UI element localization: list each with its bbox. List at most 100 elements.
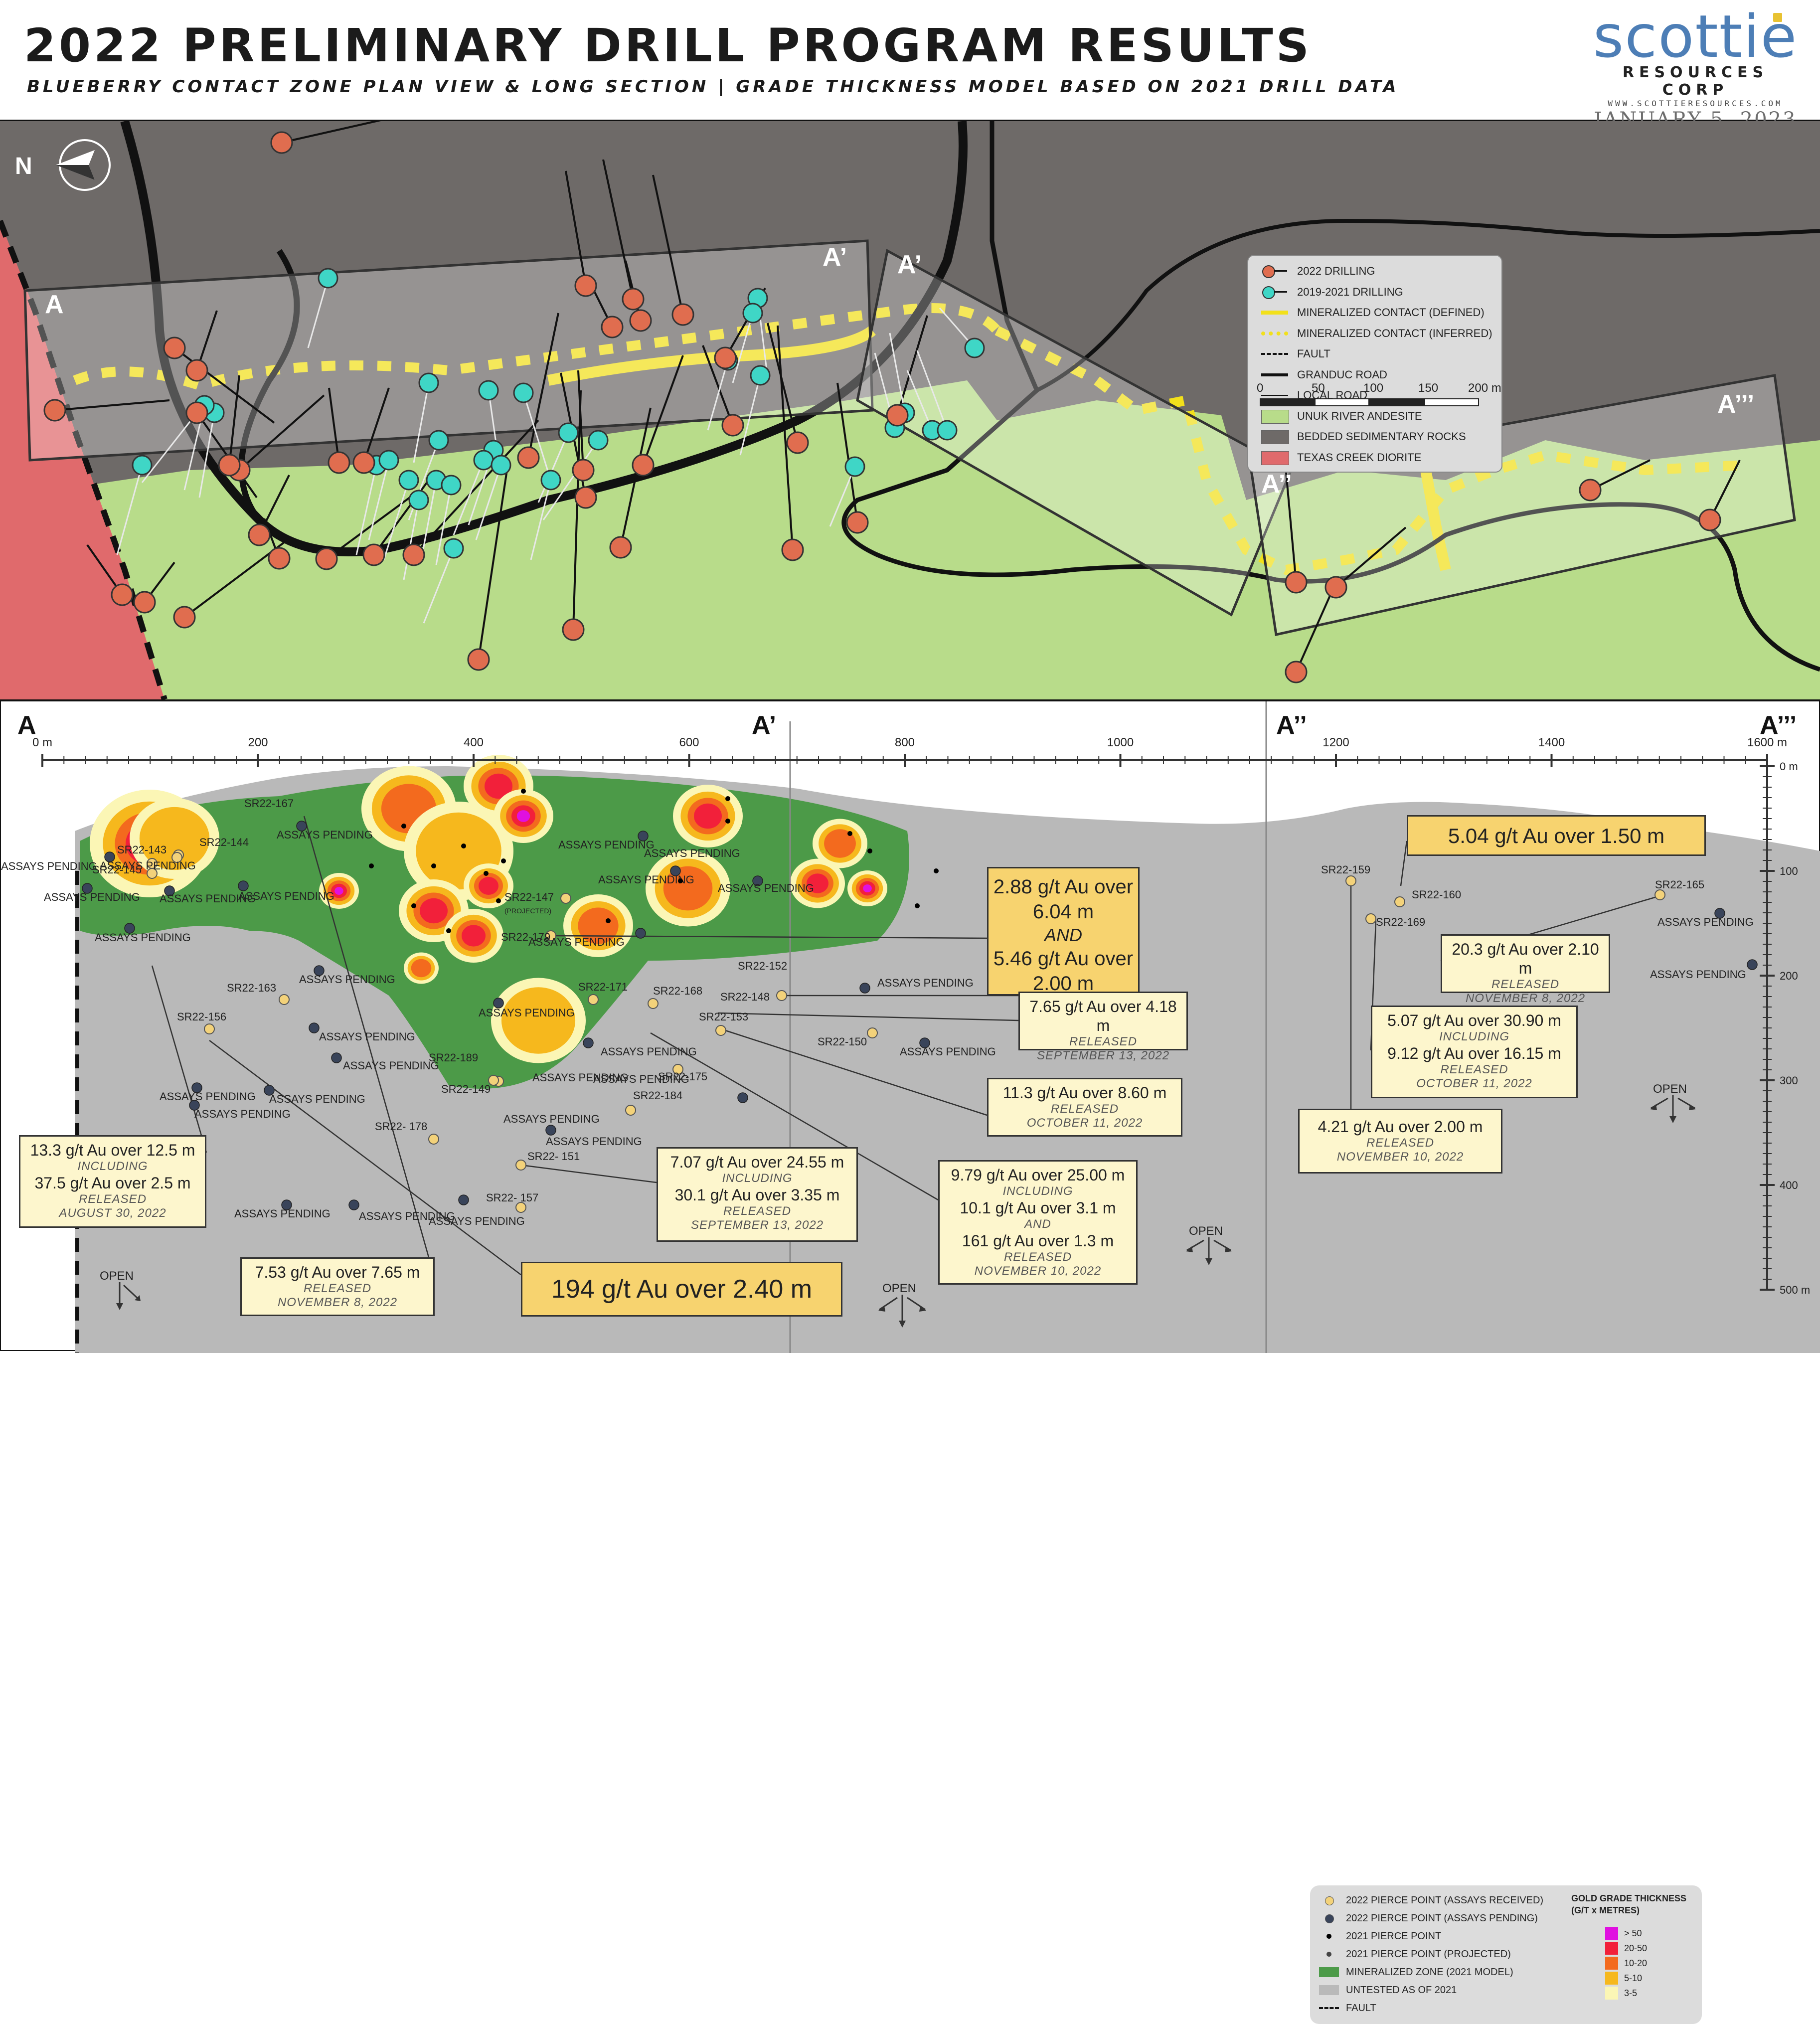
callout-7-53-r: RELEASED [303, 1282, 372, 1295]
section-legend-label: 2021 PIERCE POINT [1346, 1930, 1442, 1942]
drill-trace-historic [739, 375, 761, 456]
assays-pending-label: ASSAYS PENDING [877, 977, 974, 989]
collar-2019-2021-icon [588, 430, 609, 451]
assays-pending-label: ASSAYS PENDING [359, 1210, 455, 1222]
collar-2022-icon [43, 399, 66, 422]
section-legend-item: 2022 PIERCE POINT (ASSAYS RECEIVED) [1319, 1892, 1543, 1908]
hole-label: SR22-184 [633, 1089, 682, 1102]
collar-2022-icon [601, 316, 624, 338]
callout-leaders [151, 816, 1660, 1275]
pierce-point-pending-icon [493, 998, 504, 1009]
assays-pending-label: ASSAYS PENDING [44, 891, 140, 903]
depth-axis-ticks: 0 m 100 200 300 400 500 m [1760, 760, 1810, 1296]
collar-2022-icon [721, 414, 744, 437]
hole-label: SR22- 157 [486, 1191, 538, 1204]
collar-2019-2021-icon [750, 365, 771, 386]
grade-class-label: 20-50 [1624, 1943, 1648, 1953]
open-arrow-icon [878, 1295, 926, 1328]
callout-13-3-r: RELEASED [78, 1192, 147, 1206]
callout-9-79-l2: 10.1 g/t Au over 3.1 m [960, 1199, 1116, 1217]
drill-trace-historic [475, 465, 502, 540]
plan-legend-dashed-line-icon [1261, 346, 1289, 361]
callout-9-79: 9.79 g/t Au over 25.00 m INCLUDING 10.1 … [938, 1160, 1138, 1285]
callout-9-79-r: RELEASED [1003, 1250, 1072, 1264]
pierce-point-received-icon [1394, 896, 1405, 907]
grade-contour [807, 873, 828, 893]
pierce-point-pending-icon [238, 880, 249, 891]
callout-194-l1: 194 g/t Au over 2.40 m [551, 1275, 813, 1304]
collar-2022-icon [1285, 571, 1308, 594]
pierce-point-pending-icon [348, 1199, 359, 1210]
drill-trace-2022 [652, 174, 684, 315]
grade-class-item: 3-5 [1605, 1985, 1637, 2001]
header: 2022 PRELIMINARY DRILL PROGRAM RESULTS B… [0, 0, 1820, 131]
pierce-point-pending-icon [82, 883, 93, 894]
drill-trace-historic [542, 440, 599, 520]
grade-class-item: > 50 [1605, 1925, 1642, 1941]
pierce-point-received-icon [715, 1025, 726, 1036]
pierce-point-received-icon [515, 1160, 526, 1171]
callout-11-3-l1: 11.3 g/t Au over 8.60 m [1002, 1084, 1167, 1102]
callout-7-07: 7.07 g/t Au over 24.55 m INCLUDING 30.1 … [657, 1147, 858, 1242]
drill-trace-historic [829, 466, 856, 527]
scale-tick-50: 50 [1312, 381, 1325, 395]
grade-contour [420, 898, 448, 924]
plan-legend-item: GRANDUC ROAD [1261, 366, 1387, 383]
pierce-point-pending-icon [670, 865, 681, 876]
collar-2022-icon [572, 459, 595, 482]
callout-4-21: 4.21 g/t Au over 2.00 m RELEASED NOVEMBE… [1298, 1109, 1502, 1174]
callout-7-07-l1: 7.07 g/t Au over 24.55 m [670, 1153, 844, 1171]
grade-contour [479, 877, 498, 895]
assays-pending-label: ASSAYS PENDING [593, 1073, 689, 1085]
scale-tick-100: 100 [1363, 381, 1384, 395]
collar-2022-icon [609, 536, 632, 559]
collar-2022-icon [781, 538, 804, 561]
grade-class-swatch [1605, 1957, 1618, 1970]
pierce-point-pending-icon [164, 885, 175, 896]
callout-leader-line [725, 1029, 988, 1116]
plan-legend-thick-line-icon [1261, 367, 1289, 382]
open-label-3: OPEN [1189, 1224, 1223, 1238]
callout-13-3-inc: INCLUDING [77, 1160, 148, 1173]
callout-leader-line [553, 935, 993, 939]
pierce-point-2021-icon [461, 843, 466, 848]
pierce-point-pending-icon [635, 928, 646, 939]
distance-tick-label: 200 [248, 736, 268, 749]
grade-class-label: 3-5 [1624, 1988, 1638, 1998]
pierce-point-pending-icon [264, 1085, 275, 1096]
plan-legend-item: BEDDED SEDIMENTARY ROCKS [1261, 428, 1466, 445]
scale-tick-150: 150 [1418, 381, 1439, 395]
collar-2022-icon [163, 337, 186, 359]
logo-dot-icon [1773, 13, 1782, 22]
section-legend-label: 2021 PIERCE POINT (PROJECTED) [1346, 1948, 1511, 1960]
plan-legend-label: GRANDUC ROAD [1297, 368, 1387, 381]
pierce-point-pending-icon [309, 1022, 320, 1033]
collar-2019-2021-icon [378, 450, 399, 471]
pierce-point-2021-icon [606, 918, 611, 923]
hole-label: SR22-156 [177, 1011, 226, 1023]
plan-legend-swatch-icon [1261, 429, 1289, 444]
assays-pending-label: ASSAYS PENDING [238, 890, 334, 902]
pierce-point-received-icon [1655, 889, 1665, 900]
section-box-a2 [1250, 374, 1796, 637]
section-box-a1 [856, 249, 1293, 617]
drill-trace-2022 [328, 387, 340, 463]
pierce-point-received-icon [648, 998, 659, 1009]
grade-class-swatch [1605, 1942, 1618, 1955]
drill-trace-historic [732, 313, 754, 383]
collar-2022-icon [173, 606, 196, 629]
plan-label-a1-left: A’ [823, 243, 847, 272]
section-legend-label: 2022 PIERCE POINT (ASSAYS RECEIVED) [1346, 1894, 1544, 1906]
plan-view-svg: A A’ A’ A’’ A’’’ N [0, 112, 1820, 700]
fault-line [0, 219, 167, 700]
pierce-point-2021-icon [431, 863, 436, 868]
section-legend-item: 2021 PIERCE POINT [1319, 1928, 1441, 1944]
open-label-4: OPEN [1653, 1082, 1687, 1096]
assays-pending-label: ASSAYS PENDING [343, 1059, 439, 1072]
section-legend-small-dot-icon [1319, 1947, 1339, 1961]
plan-view-map: A A’ A’ A’’ A’’’ N 2022 DRILLING 2019-202… [0, 112, 1820, 700]
open-arrow-icon [1186, 1237, 1232, 1265]
grade-class-item: 10-20 [1605, 1955, 1647, 1971]
callout-13-3-l1: 13.3 g/t Au over 12.5 m [30, 1141, 195, 1159]
section-legend-swatch-icon [1319, 1983, 1339, 1997]
